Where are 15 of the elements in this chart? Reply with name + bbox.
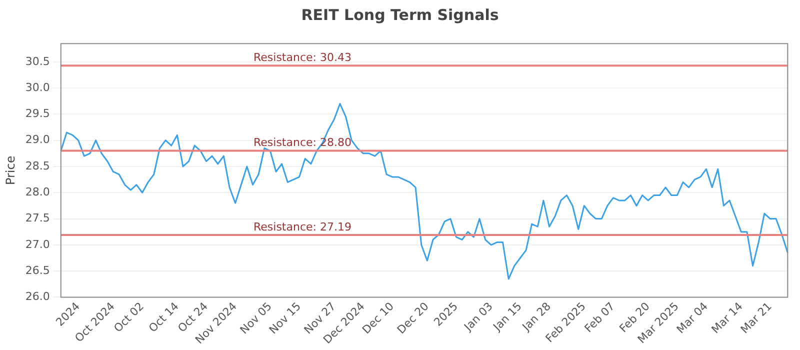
- chart-title: REIT Long Term Signals: [300, 6, 500, 24]
- y-tick-label: 29.0: [25, 133, 50, 146]
- y-tick-label: 28.5: [25, 159, 50, 172]
- y-tick-label: 26.5: [25, 264, 50, 277]
- ref-line-label: Resistance: 27.19: [253, 220, 352, 234]
- y-tick-label: 27.0: [25, 238, 50, 251]
- x-tick-label: Dec 20: [394, 300, 432, 336]
- y-tick-label: 26.0: [25, 290, 50, 304]
- y-tick-label: 30.0: [25, 80, 50, 94]
- y-tick-label: 29.5: [25, 107, 50, 120]
- y-tick-label: 27.5: [25, 212, 50, 225]
- ref-line-label: Resistance: 30.43: [253, 50, 352, 64]
- y-tick-label: 28.0: [25, 185, 50, 198]
- y-axis-title: Price: [3, 156, 18, 186]
- y-tick-label: 30.5: [25, 54, 50, 68]
